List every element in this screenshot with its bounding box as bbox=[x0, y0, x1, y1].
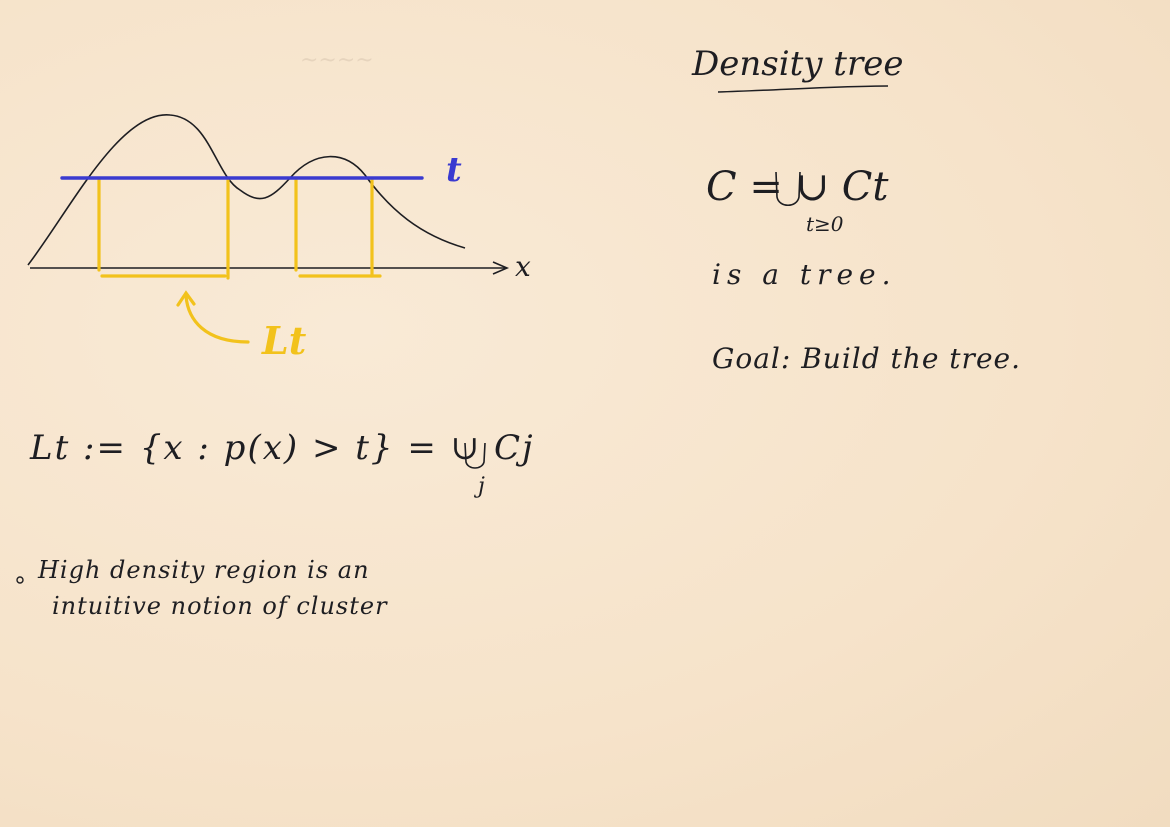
level-set-definition: Lt := {x : p(x) > t} = ∪ Cj bbox=[30, 428, 535, 468]
level-set-label: Lt bbox=[262, 318, 307, 363]
definition-index: j bbox=[478, 474, 485, 499]
density-curve bbox=[27, 114, 466, 266]
level-set-arrow bbox=[184, 294, 250, 344]
goal-statement: Goal: Build the tree. bbox=[712, 342, 1021, 375]
threshold-label: t bbox=[446, 150, 462, 190]
note-bullet bbox=[16, 576, 24, 584]
note-line-1: High density region is an bbox=[38, 556, 370, 584]
tree-statement: is a tree. bbox=[712, 258, 897, 291]
show-through-marks: ~~~~ bbox=[300, 48, 374, 73]
tree-formula-index: t≥0 bbox=[806, 212, 844, 236]
level-set-marks bbox=[97, 178, 382, 344]
x-axis-label: x bbox=[515, 250, 531, 283]
union-symbol-tree bbox=[775, 171, 801, 207]
x-axis-arrowhead bbox=[492, 261, 510, 275]
tree-formula: C = ∪ Ct bbox=[706, 164, 889, 210]
union-symbol-definition bbox=[464, 442, 486, 469]
page-title: Density tree bbox=[692, 44, 904, 84]
title-underline bbox=[717, 85, 889, 93]
note-line-2: intuitive notion of cluster bbox=[52, 592, 388, 620]
